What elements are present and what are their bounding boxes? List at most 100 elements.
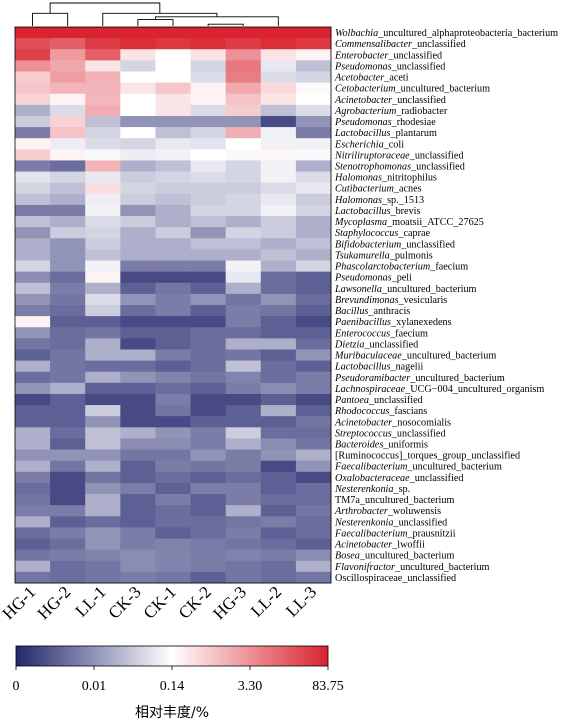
- row-label: Paenibacillus_xylanexedens: [334, 317, 452, 328]
- heatmap-cell: [295, 49, 332, 61]
- heatmap-cell: [15, 104, 51, 117]
- heatmap-cell: [225, 204, 262, 217]
- heatmap-cell: [260, 171, 297, 184]
- heatmap-cell: [120, 371, 156, 384]
- heatmap-cell: [120, 338, 156, 350]
- heatmap-cell: [50, 127, 86, 139]
- heatmap-cell: [190, 393, 227, 406]
- column-label: HG-2: [34, 582, 75, 623]
- row-label-suffix: _UCG−004_uncultured_organism: [404, 384, 544, 395]
- row-label-genus: Wolbachia: [335, 28, 378, 39]
- column-label: LL-1: [71, 582, 109, 620]
- row-label: Pantoea_unclassified: [334, 395, 423, 406]
- row-label-genus: Pantoea: [334, 395, 369, 406]
- heatmap-cell: [155, 505, 191, 517]
- heatmap-cell: [50, 204, 86, 217]
- heatmap-cell: [260, 505, 297, 517]
- heatmap-cell: [50, 149, 86, 161]
- heatmap-cell: [155, 104, 191, 117]
- heatmap-cell: [260, 349, 297, 361]
- heatmap-cell: [15, 282, 51, 295]
- heatmap-cell: [295, 293, 332, 306]
- heatmap-cell: [85, 82, 121, 95]
- row-label: Lawsonella_uncultured_bacterium: [334, 284, 477, 295]
- heatmap-cell: [260, 282, 297, 295]
- heatmap-cell: [120, 71, 156, 83]
- heatmap-cell: [260, 238, 297, 250]
- heatmap-cell: [295, 282, 332, 295]
- heatmap-cell: [260, 405, 297, 417]
- heatmap-cell: [120, 427, 156, 439]
- dendrogram-branch: [137, 19, 174, 26]
- heatmap-cell: [50, 227, 86, 239]
- heatmap-cell: [50, 182, 86, 195]
- heatmap-cell: [295, 71, 332, 83]
- row-label: Oxalobacteraceae_unclassified: [335, 473, 463, 484]
- heatmap-cell: [155, 494, 191, 506]
- heatmap-cell: [120, 494, 156, 506]
- heatmap-cell: [190, 49, 227, 61]
- heatmap-cell: [50, 171, 86, 184]
- heatmap-cell: [225, 115, 262, 128]
- colorbar-gradient: [15, 645, 329, 667]
- heatmap-cell: [190, 571, 227, 584]
- heatmap-cell: [15, 49, 51, 61]
- heatmap-cell: [15, 260, 51, 273]
- column-label: CK-3: [105, 582, 145, 622]
- heatmap-cell: [15, 571, 51, 584]
- heatmap-cell: [50, 293, 86, 306]
- heatmap-cell: [85, 471, 121, 484]
- heatmap-cell: [260, 338, 297, 350]
- heatmap-cell: [155, 549, 191, 562]
- heatmap-cell: [260, 227, 297, 239]
- heatmap-cell: [50, 416, 86, 428]
- row-label-suffix: _unclassified: [387, 50, 442, 61]
- heatmap-cell: [190, 327, 227, 339]
- colorbar-tick-label: 83.75: [312, 679, 344, 694]
- heatmap-cell: [155, 516, 191, 528]
- heatmap-cell: [85, 505, 121, 517]
- heatmap-cell: [225, 527, 262, 539]
- heatmap-cell: [85, 427, 121, 439]
- heatmap-cell: [85, 416, 121, 428]
- heatmap-cell: [225, 82, 262, 95]
- row-label-genus: Lachnospiraceae: [334, 384, 406, 395]
- row-label-genus: Bifidobacterium: [335, 239, 401, 250]
- column-labels: HG-1HG-2LL-1CK-3CK-1CK-2HG-3LL-2LL-3: [0, 582, 320, 623]
- heatmap-cell: [190, 238, 227, 250]
- heatmap-cell: [120, 38, 156, 50]
- heatmap-cell: [50, 393, 86, 406]
- heatmap-cell: [85, 260, 121, 273]
- heatmap-cell: [85, 438, 121, 450]
- heatmap-cell: [155, 482, 191, 495]
- row-label: Bacteroides_uniformis: [335, 440, 428, 451]
- heatmap-cell: [260, 571, 297, 584]
- row-label: Stenotrophomonas_unclassified: [335, 162, 465, 173]
- row-label-suffix: _prausnitzii: [406, 528, 455, 539]
- heatmap-cell: [295, 538, 332, 551]
- heatmap-cell: [225, 505, 262, 517]
- heatmap-cell: [260, 471, 297, 484]
- heatmap-cell: [225, 538, 262, 551]
- heatmap-cell: [85, 571, 121, 584]
- dendrogram-branch: [154, 16, 279, 26]
- heatmap-cell: [155, 82, 191, 95]
- heatmap-cell: [225, 138, 262, 150]
- heatmap-cell: [155, 38, 191, 50]
- row-label: Nitriliruptoraceae_unclassified: [334, 150, 463, 161]
- heatmap-cell: [295, 38, 332, 50]
- heatmap-cell: [50, 60, 86, 72]
- heatmap-cell: [155, 438, 191, 450]
- row-label-genus: Acinetobacter: [334, 417, 392, 428]
- row-label-suffix: _faecium: [429, 262, 468, 273]
- heatmap-cell: [225, 71, 262, 83]
- heatmap-cell: [50, 482, 86, 495]
- heatmap-cell: [295, 438, 332, 450]
- heatmap-cell: [225, 494, 262, 506]
- heatmap-cell: [85, 93, 121, 106]
- heatmap-cell: [295, 549, 332, 562]
- heatmap-cell: [190, 416, 227, 428]
- row-label-suffix: _lwoffii: [391, 540, 425, 551]
- heatmap-cell: [295, 416, 332, 428]
- heatmap-cell: [120, 505, 156, 517]
